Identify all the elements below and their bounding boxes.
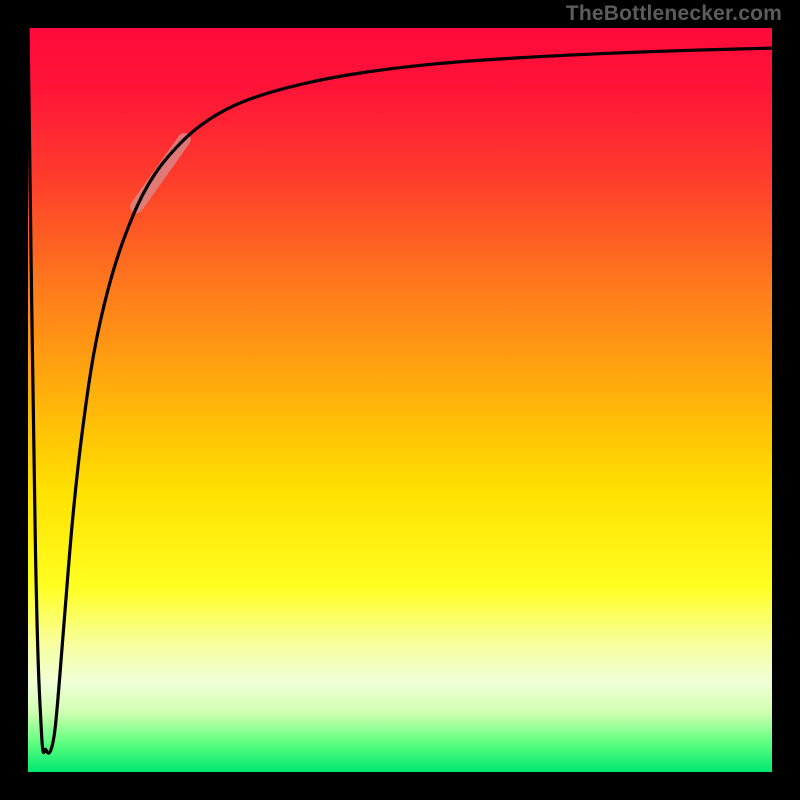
plot-background <box>28 28 772 772</box>
watermark-text: TheBottlenecker.com <box>566 2 782 26</box>
bottleneck-chart <box>0 0 800 800</box>
chart-frame: TheBottlenecker.com <box>0 0 800 800</box>
